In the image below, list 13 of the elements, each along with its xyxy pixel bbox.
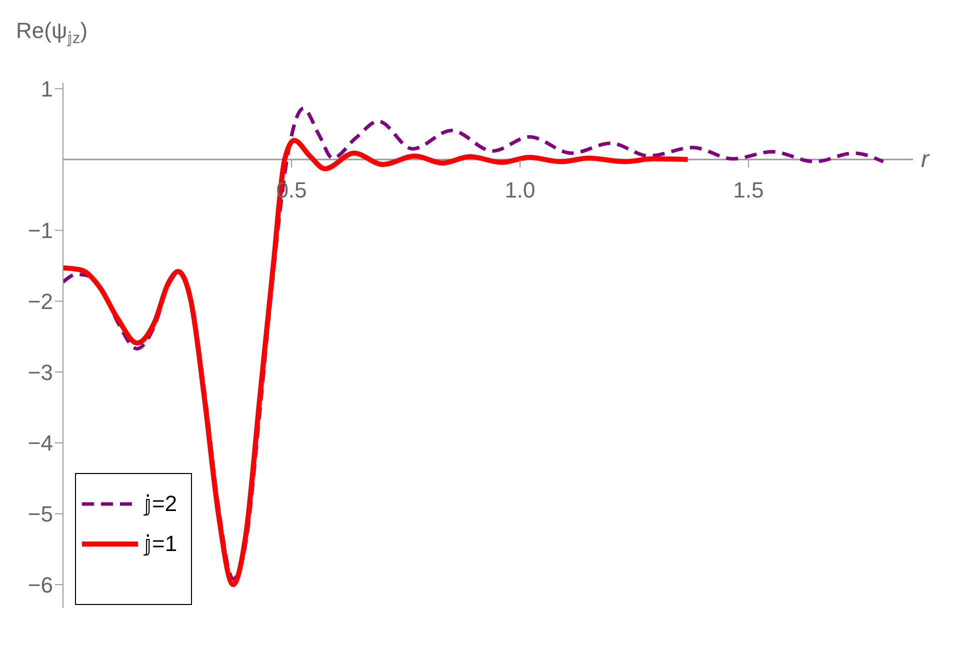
y-tick-label: −2 [28, 289, 53, 314]
y-tick-label: −6 [28, 572, 53, 598]
x-tick-label: 1.0 [504, 178, 536, 203]
y-tick-label: −1 [28, 218, 53, 244]
y-tick-label: 1 [40, 76, 53, 102]
y-axis-title: Re(ψ$_{𝕛z}$) [16, 18, 88, 46]
x-axis-title: r [921, 146, 929, 174]
y-tick-label: −4 [28, 430, 53, 456]
legend-label: 𝕛=2 [144, 491, 178, 517]
y-tick-label: −3 [28, 360, 53, 385]
y-tick-label: −5 [28, 502, 53, 527]
x-tick-label: 1.5 [733, 178, 764, 203]
legend-label: 𝕛=1 [144, 531, 178, 557]
